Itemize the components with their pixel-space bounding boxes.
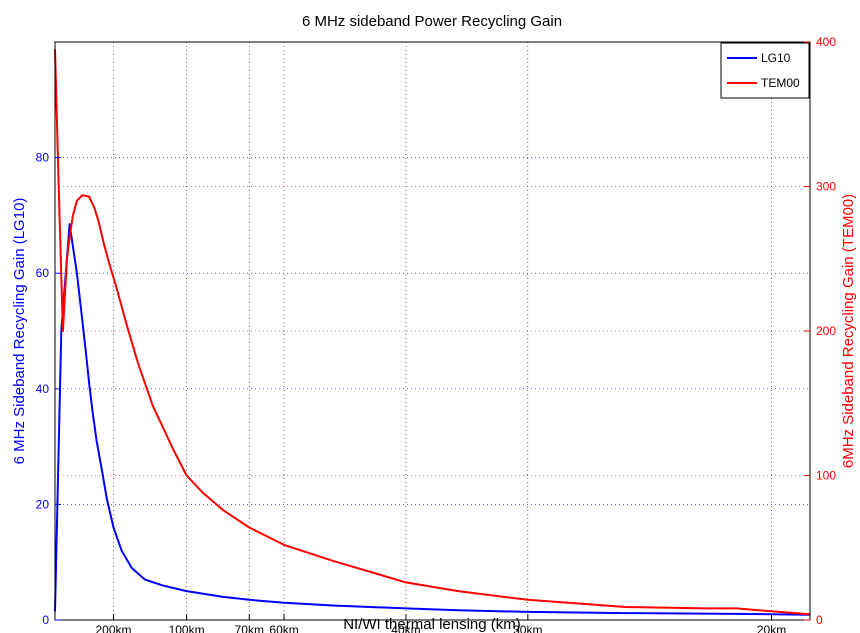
y-tick-label-right: 200 xyxy=(816,324,836,338)
y-axis-label-right: 6MHz Sideband Recycling Gain (TEM00) xyxy=(840,194,857,468)
chart-title: 6 MHz sideband Power Recycling Gain xyxy=(302,13,562,30)
x-tick-label: 70km xyxy=(235,623,264,633)
x-tick-label: 200km xyxy=(95,623,131,633)
series-line-lg10 xyxy=(54,223,811,616)
y-tick-label-right: 0 xyxy=(816,613,823,627)
y-tick-label-right: 400 xyxy=(816,35,836,49)
legend-label-tem00: TEM00 xyxy=(761,76,800,90)
x-axis-label: NI/WI thermal lensing (km) xyxy=(343,616,521,633)
plot-area xyxy=(54,49,811,616)
y-tick-label-left: 0 xyxy=(42,613,49,627)
x-tick-label: 100km xyxy=(169,623,205,633)
y-tick-label-left: 80 xyxy=(36,151,50,165)
y-tick-label-left: 60 xyxy=(36,266,50,280)
x-tick-label: 60km xyxy=(269,623,298,633)
x-tick-label: 30km xyxy=(513,623,542,633)
series-line-tem00 xyxy=(54,49,811,616)
axes-frame xyxy=(54,41,811,621)
x-tick-label: 40km xyxy=(391,623,420,633)
legend: LG10 TEM00 xyxy=(720,42,810,99)
grid-lines xyxy=(55,42,810,620)
y-tick-label-right: 300 xyxy=(816,180,836,194)
axes: 200km 100km 70km 60km 40km 30km 20km 0 20 40 60 80 0… xyxy=(36,35,837,633)
y-tick-label-left: 40 xyxy=(36,382,50,396)
y-tick-label-left: 20 xyxy=(36,497,50,511)
x-tick-label: 20km xyxy=(757,623,786,633)
y-tick-label-right: 100 xyxy=(816,469,836,483)
legend-box xyxy=(720,42,810,99)
y-axis-label-left: 6 MHz Sideband Recycling Gain (LG10) xyxy=(11,198,28,465)
legend-label-lg10: LG10 xyxy=(761,51,791,65)
